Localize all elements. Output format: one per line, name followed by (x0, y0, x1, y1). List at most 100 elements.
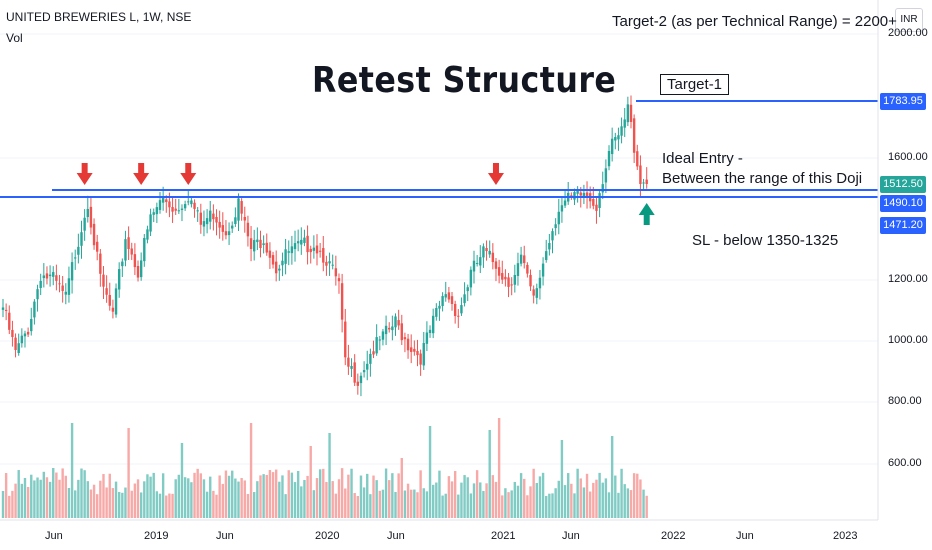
candle-body (604, 168, 608, 183)
volume-bar (359, 475, 363, 518)
candle-body (165, 199, 168, 203)
candle-body (4, 309, 8, 312)
candle-body (416, 351, 419, 356)
candle (136, 260, 140, 282)
price-tick: 800.00 (888, 395, 922, 407)
candle-body (177, 210, 181, 212)
volume-bar (435, 482, 438, 518)
volume-bar (4, 473, 8, 518)
volume-bar (595, 479, 598, 518)
candle (453, 300, 457, 324)
candle-body (30, 319, 33, 332)
volume-bar (560, 440, 564, 518)
candle-body (403, 337, 407, 340)
candle-body (209, 210, 212, 222)
entry-annotation-line1: Ideal Entry - (662, 150, 743, 167)
candle (209, 200, 212, 230)
candle-body (337, 278, 341, 282)
candle-body (570, 195, 573, 197)
time-tick: 2022 (661, 530, 686, 542)
candle (253, 229, 256, 261)
volume-bar (588, 491, 592, 518)
volume-bar (318, 469, 322, 518)
volume-bar (325, 481, 328, 518)
candle-body (344, 321, 347, 358)
candle (240, 198, 243, 221)
candle (400, 314, 403, 345)
candle-body (375, 337, 378, 354)
candle (155, 202, 159, 223)
volume-bar (585, 473, 589, 518)
volume-bar (8, 495, 11, 518)
volume-bar (127, 428, 130, 518)
candle (485, 240, 488, 261)
candle-body (253, 240, 256, 252)
candle-body (105, 288, 108, 295)
price-label: 1783.95 (880, 93, 926, 110)
volume-bar (45, 477, 49, 518)
candlesticks (1, 95, 648, 397)
volume-bar (168, 493, 171, 518)
volume-bar (11, 490, 14, 518)
candle (174, 198, 177, 215)
volume-bar (227, 475, 231, 518)
candle (554, 218, 557, 236)
candle-body (55, 275, 58, 281)
candle-body (196, 210, 199, 212)
candle (315, 234, 319, 266)
candle-body (560, 205, 564, 212)
candle (488, 240, 491, 258)
volume-bar (234, 478, 237, 518)
candle-body (136, 265, 140, 278)
volume-bar (479, 482, 482, 518)
candle-body (234, 217, 237, 224)
volume-bar (413, 489, 416, 518)
volume-bar (450, 481, 454, 518)
volume-bar (124, 487, 127, 518)
candle (96, 234, 99, 261)
volume-bar (554, 488, 557, 518)
candle (353, 354, 356, 387)
candle-body (268, 250, 272, 258)
candle (121, 258, 124, 277)
currency-badge[interactable]: INR (895, 8, 923, 32)
candle-body (1, 307, 5, 310)
candle-body (504, 276, 507, 280)
candle (83, 209, 86, 241)
volume-bar (384, 468, 388, 518)
candle-body (497, 267, 501, 276)
volume-bar (444, 493, 447, 518)
volume-bar (529, 486, 532, 518)
volume-indicator-label[interactable]: Vol (6, 31, 23, 45)
candle (190, 197, 193, 208)
candle-body (347, 357, 350, 367)
volume-bar (406, 483, 410, 518)
volume-bar (89, 489, 93, 518)
candle (460, 297, 463, 316)
candle-body (469, 269, 473, 288)
candle-body (212, 213, 215, 220)
candle (33, 299, 36, 325)
candle-body (513, 274, 517, 285)
volume-bar (136, 479, 140, 518)
volume-bar (58, 479, 61, 518)
volume-bar (80, 468, 83, 518)
candle-body (441, 296, 444, 307)
volume-bar (447, 476, 451, 518)
volume-bar (20, 483, 24, 518)
volume-bar (281, 475, 284, 518)
volume-bar (146, 474, 149, 518)
time-tick: Jun (562, 530, 580, 542)
volume-bar (337, 479, 341, 518)
candle-body (529, 274, 532, 287)
candle (139, 252, 143, 281)
candle-body (582, 192, 586, 198)
up-arrow-icon (638, 203, 655, 225)
candle (89, 196, 93, 235)
ticker-title[interactable]: UNITED BREWERIES L, 1W, NSE (6, 10, 192, 24)
candle-body (576, 189, 579, 194)
candle (623, 107, 626, 137)
candle (425, 321, 429, 351)
candle-body (237, 198, 240, 221)
